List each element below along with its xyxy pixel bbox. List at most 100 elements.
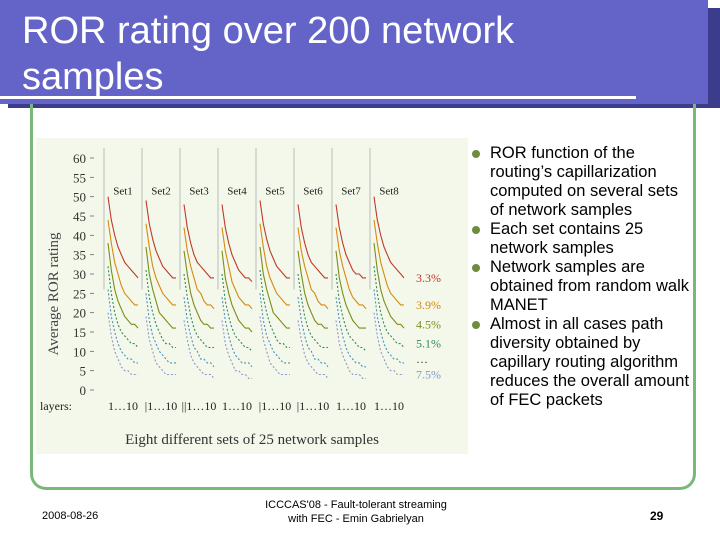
series-line [183,273,214,349]
slide-title: ROR rating over 200 network samples [22,8,514,100]
footer-center-line1: ICCCAS'08 - Fault-tolerant streaming [265,499,447,511]
series-line [259,316,290,376]
x-group-label: |1…10 [297,399,329,413]
series-line [335,204,366,279]
series-line [221,273,253,352]
bullet-item: ROR function of the routing’s capillariz… [472,144,694,220]
bullet-text: Almost in all cases path diversity obtai… [490,315,690,409]
series-line [297,297,329,368]
series-line [145,293,176,364]
y-tick-label: 20 [73,306,86,321]
reduction-annotation: … [416,352,428,366]
y-tick-label: 45 [73,209,86,224]
layers-label: layers: [40,399,72,413]
chart-figure: Average ROR rating 60 55 50 45 40 35 30 25 20 15 10… [36,138,468,454]
series-line [259,246,290,329]
x-axis-label: Eight different sets of 25 network sampl… [125,432,379,448]
content-frame [30,104,696,490]
series-line [107,289,138,364]
bullet-dot-icon [472,150,480,158]
reduction-annotation: 4.5% [416,317,441,331]
set-label: Set5 [265,186,285,198]
series-line [145,316,176,376]
y-tick-label: 50 [73,190,86,205]
series-line [297,273,328,349]
set-label: Set4 [227,186,247,198]
bullet-text: Network samples are obtained from random… [490,258,690,314]
series-line [335,273,367,352]
series-line [373,289,404,364]
series-line [221,204,253,283]
series-line [107,219,138,306]
bullet-dot-icon [472,264,480,272]
set-label: Set7 [341,186,361,198]
bullet-item: Almost in all cases path diversity obtai… [472,315,694,410]
series-line [183,250,214,329]
series-line [221,250,253,333]
series-line [221,227,253,310]
series-line [107,266,139,348]
series-line [335,227,367,310]
series-line [297,250,328,329]
series-line [107,243,139,329]
series-line [145,223,176,306]
set-label: Set3 [189,186,209,198]
x-group-label: 1…10 [108,399,138,413]
y-axis-label: Average ROR rating [46,232,62,356]
y-tick-label: 5 [80,364,87,379]
y-tick-label: 60 [73,151,86,166]
y-tick-label: 0 [80,383,87,398]
reduction-annotation: 7.5% [416,368,441,382]
reduction-annotation: 3.9% [416,298,441,312]
set-label: Set6 [303,186,323,198]
y-tick-label: 30 [73,267,86,282]
set-label: Set2 [151,186,171,198]
series-line [373,196,405,279]
series-line [259,200,290,279]
set-label: Set8 [379,186,399,198]
x-group-label: |1…10 [145,399,177,413]
footer-center: ICCCAS'08 - Fault-tolerant streaming wit… [236,498,476,526]
series-line [107,196,139,279]
x-group-label: ||1…10 [182,399,217,413]
series-line [183,297,215,368]
y-tick-label: 35 [73,248,86,263]
footer-date: 2008-08-26 [42,510,99,522]
series-line [183,320,215,379]
bullet-text: Each set contains 25 network samples [490,220,644,257]
y-tick-label: 10 [73,344,86,359]
series-line [145,200,176,279]
y-tick-label: 55 [73,170,86,185]
series-line [145,246,176,329]
reduction-annotation: 3.3% [416,271,441,285]
bullet-dot-icon [472,321,480,329]
bullet-dot-icon [472,226,480,234]
slide-title-line1: ROR rating over 200 network [22,10,515,52]
ror-chart: Average ROR rating6055504540353025201510… [40,148,441,448]
series-line [297,204,328,279]
series-line [183,227,215,310]
series-line [335,320,366,379]
bullet-text: ROR function of the routing’s capillariz… [490,144,679,219]
reduction-annotation: 5.1% [416,337,441,351]
footer-center-line2: with FEC - Emin Gabrielyan [288,513,424,525]
series-line [183,204,214,279]
set-label: Set1 [113,186,133,198]
bullet-list: ROR function of the routing’s capillariz… [472,144,694,410]
x-group-label: 1…10 [336,399,366,413]
series-line [297,227,329,310]
x-group-label: 1…10 [222,399,252,413]
title-underline [0,96,636,99]
y-tick-label: 25 [73,286,86,301]
series-line [373,219,404,306]
series-line [221,320,252,379]
x-group-label: 1…10 [374,399,404,413]
bullet-item: Network samples are obtained from random… [472,258,694,315]
series-line [373,243,405,329]
x-group-label: |1…10 [259,399,291,413]
y-tick-label: 15 [73,325,86,340]
slide-title-line2: samples [22,56,164,98]
page-number: 29 [650,509,664,523]
bullet-item: Each set contains 25 network samples [472,220,694,258]
series-line [259,223,290,306]
